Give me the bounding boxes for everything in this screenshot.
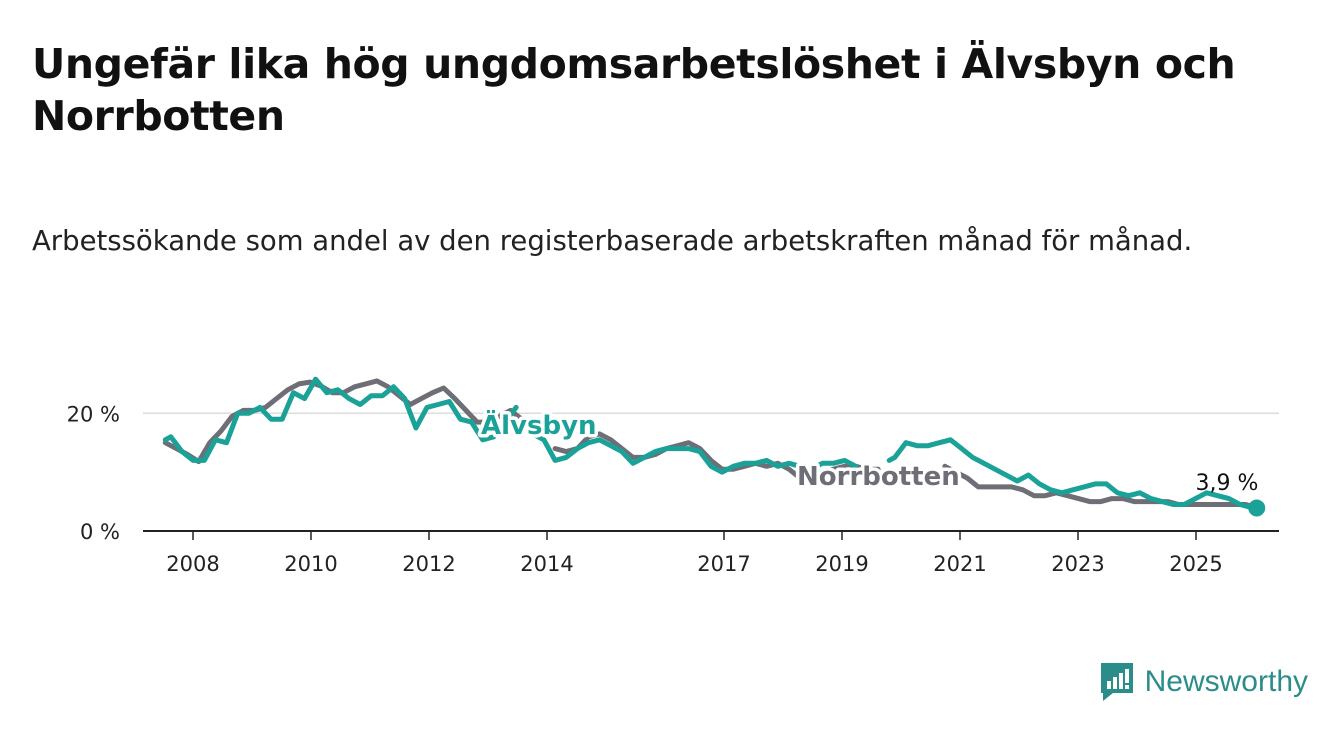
x-tick-label: 2008	[166, 552, 219, 576]
series-lines	[162, 376, 1260, 511]
x-axis: 2008 2010 2012 2014 2017 2019 2021 2023 2025	[143, 530, 1279, 576]
chart-subtitle: Arbetssökande som andel av den registerb…	[32, 225, 1193, 257]
series-label-alvsbyn: Älvsbyn	[481, 409, 597, 441]
series-label-norrbotten: Norrbotten	[797, 462, 960, 492]
series-line-alvsbyn	[530, 431, 859, 475]
series-labels: Älvsbyn Norrbotten	[478, 406, 964, 496]
y-tick-label: 0 %	[80, 520, 120, 544]
x-tick-label: 2023	[1051, 552, 1104, 576]
series-line-alvsbyn	[886, 437, 1260, 511]
x-tick-label: 2014	[520, 552, 573, 576]
chart-title: Ungefär lika hög ungdomsarbetslöshet i Ä…	[32, 40, 1236, 140]
x-tick-label: 2025	[1169, 552, 1222, 576]
y-tick-labels: 0 % 20 %	[67, 402, 120, 544]
brand-name: Newsworthy	[1144, 665, 1308, 698]
x-tick-label: 2021	[933, 552, 986, 576]
x-tick-label: 2019	[815, 552, 868, 576]
series-line-alvsbyn	[162, 376, 519, 463]
newsworthy-brand: Newsworthy	[1099, 660, 1308, 704]
series-line-norrbotten	[552, 431, 881, 481]
newsworthy-logo-icon	[1100, 663, 1133, 701]
end-value-label: 3,9 %	[1196, 471, 1259, 496]
x-tick-label: 2012	[402, 552, 455, 576]
x-tick-label: 2010	[284, 552, 337, 576]
y-tick-label: 20 %	[67, 402, 120, 426]
x-tick-label: 2017	[697, 552, 750, 576]
series-line-norrbotten	[942, 463, 1260, 510]
end-point-marker	[1248, 499, 1266, 517]
